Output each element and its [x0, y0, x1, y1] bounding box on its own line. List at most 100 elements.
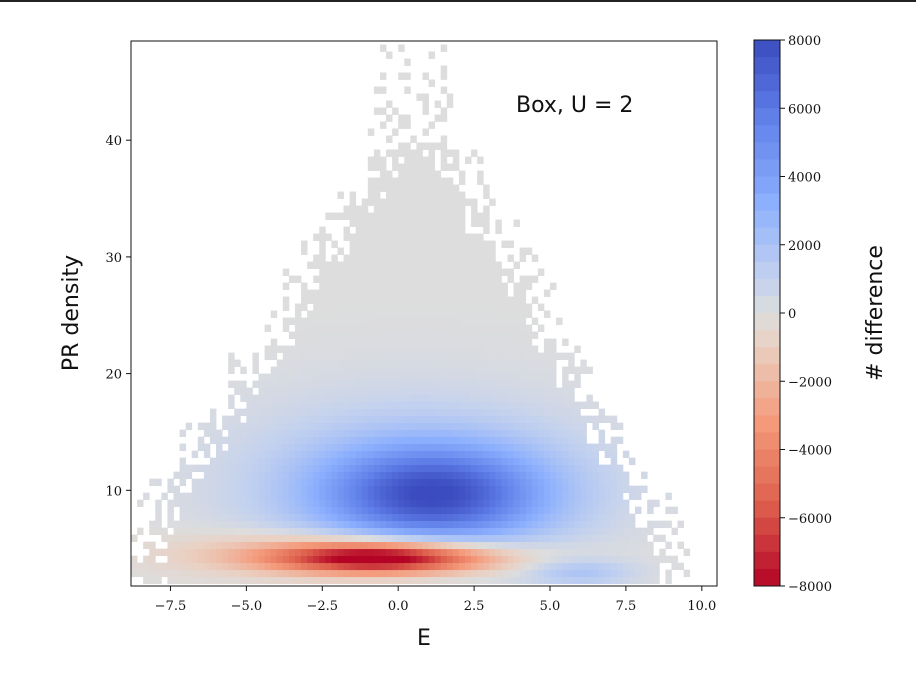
- heatmap-cell: [367, 548, 375, 557]
- heatmap-cell: [440, 240, 448, 248]
- heatmap-cell: [416, 310, 423, 318]
- heatmap-cell: [392, 352, 399, 360]
- heatmap-cell: [586, 527, 593, 536]
- heatmap-cell: [562, 555, 569, 564]
- heatmap-cell: [477, 394, 484, 403]
- heatmap-cell: [598, 527, 606, 536]
- heatmap-cell: [446, 485, 454, 494]
- heatmap-cell: [507, 310, 514, 318]
- heatmap-cell: [386, 366, 393, 374]
- heatmap-cell: [386, 471, 393, 480]
- heatmap-cell: [307, 548, 314, 557]
- heatmap-cell: [246, 527, 253, 536]
- heatmap-cell: [416, 478, 423, 487]
- heatmap-cell: [507, 478, 514, 487]
- heatmap-cell: [307, 478, 314, 487]
- heatmap-cell: [434, 555, 442, 564]
- heatmap-cell: [495, 555, 502, 564]
- heatmap-cell: [319, 443, 326, 452]
- heatmap-cell: [179, 492, 187, 501]
- heatmap-cell: [446, 359, 454, 367]
- heatmap-cell: [477, 401, 484, 410]
- heatmap-cell: [379, 548, 387, 557]
- heatmap-cell: [331, 506, 338, 515]
- heatmap-cell: [361, 492, 369, 501]
- heatmap-cell: [671, 506, 678, 515]
- heatmap-cell: [386, 324, 393, 332]
- heatmap-cell: [440, 149, 448, 157]
- heatmap-cell: [471, 198, 478, 206]
- heatmap-cell: [501, 464, 508, 473]
- heatmap-cell: [276, 499, 284, 508]
- heatmap-cell: [276, 506, 284, 515]
- heatmap-cell: [386, 296, 393, 304]
- heatmap-cell: [416, 443, 423, 452]
- heatmap-cell: [258, 499, 265, 508]
- heatmap-cell: [361, 366, 369, 374]
- heatmap-cell: [513, 443, 521, 452]
- heatmap-cell: [404, 324, 411, 332]
- heatmap-cell: [434, 198, 442, 206]
- heatmap-cell: [422, 310, 429, 318]
- heatmap-cell: [301, 331, 308, 339]
- heatmap-cell: [294, 366, 302, 374]
- heatmap-cell: [531, 317, 539, 325]
- x-tick-label: 7.5: [616, 599, 637, 614]
- heatmap-cell: [610, 415, 618, 424]
- heatmap-cell: [404, 275, 411, 283]
- heatmap-cell: [471, 149, 478, 157]
- heatmap-cell: [197, 569, 205, 578]
- heatmap-cell: [604, 492, 612, 501]
- heatmap-cell: [264, 464, 272, 473]
- heatmap-cell: [319, 541, 326, 550]
- colorbar-block: [754, 568, 780, 587]
- heatmap-cell: [349, 471, 357, 480]
- heatmap-cell: [307, 415, 314, 424]
- heatmap-cell: [458, 513, 466, 522]
- heatmap-cell: [452, 226, 460, 234]
- heatmap-cell: [440, 415, 448, 424]
- heatmap-cell: [343, 233, 351, 241]
- heatmap-cell: [392, 569, 399, 578]
- heatmap-cell: [282, 555, 290, 564]
- heatmap-cell: [416, 219, 423, 227]
- heatmap-cell: [355, 450, 363, 459]
- heatmap-cell: [422, 268, 429, 276]
- heatmap-cell: [464, 429, 472, 438]
- heatmap-cell: [471, 275, 478, 283]
- heatmap-cell: [398, 282, 405, 290]
- heatmap-cell: [373, 478, 381, 487]
- heatmap-cell: [477, 499, 484, 508]
- heatmap-cell: [550, 422, 557, 431]
- heatmap-cell: [258, 492, 265, 501]
- heatmap-cell: [416, 387, 423, 396]
- heatmap-cell: [367, 380, 375, 388]
- heatmap-cell: [270, 436, 278, 445]
- heatmap-cell: [610, 478, 618, 487]
- heatmap-cell: [489, 401, 496, 410]
- heatmap-cell: [373, 422, 381, 431]
- heatmap-cell: [301, 520, 308, 529]
- heatmap-cell: [507, 541, 514, 550]
- heatmap-cell: [501, 534, 508, 543]
- heatmap-cell: [471, 457, 478, 466]
- heatmap-cell: [240, 492, 247, 501]
- heatmap-cell: [477, 513, 484, 522]
- heatmap-cell: [276, 443, 284, 452]
- heatmap-cell: [404, 72, 411, 80]
- heatmap-cell: [404, 520, 411, 529]
- heatmap-cell: [452, 352, 460, 360]
- heatmap-cell: [464, 282, 472, 290]
- heatmap-cell: [313, 527, 320, 536]
- heatmap-cell: [355, 205, 363, 213]
- colorbar-tick-label: 4000: [788, 171, 821, 186]
- heatmap-cell: [525, 471, 533, 480]
- heatmap-cell: [416, 324, 423, 332]
- heatmap-cell: [367, 163, 375, 171]
- heatmap-cell: [294, 478, 302, 487]
- heatmap-cell: [410, 261, 417, 269]
- heatmap-cell: [489, 534, 496, 543]
- heatmap-cell: [458, 247, 466, 255]
- heatmap-cell: [495, 527, 502, 536]
- heatmap-cell: [337, 317, 344, 325]
